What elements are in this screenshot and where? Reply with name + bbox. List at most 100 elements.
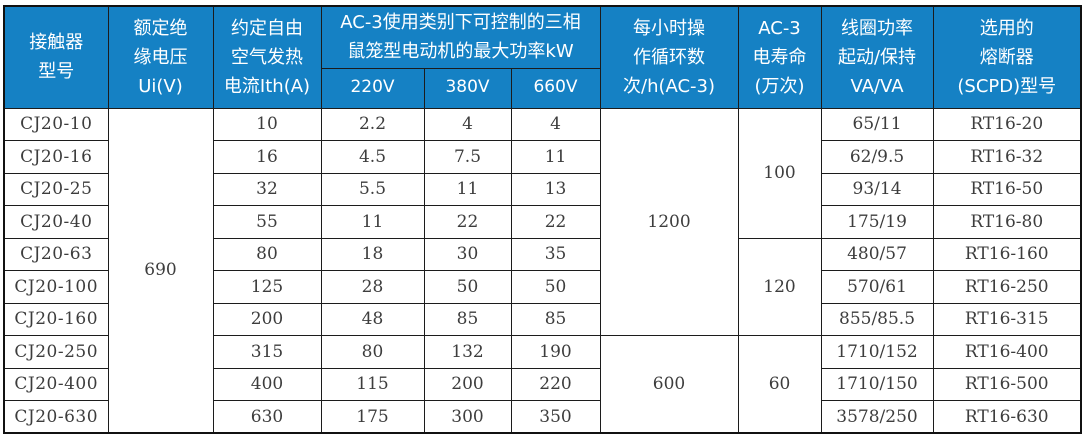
cell-p220: 28: [320, 270, 425, 304]
cell-p660: 22: [510, 205, 601, 239]
cell-ith: 125: [212, 270, 322, 304]
table-row: CJ20-630 630 175 300 350 3578/250 RT16-6…: [3, 400, 1082, 434]
header-row-voltages: 220V 380V 660V: [4, 67, 1081, 109]
cell-p220: 48: [320, 302, 425, 336]
cell-p220: 2.2: [320, 107, 425, 141]
cell-p660: 190: [510, 335, 601, 369]
cell-p220: 4.5: [320, 140, 425, 174]
table-row: CJ20-16 16 4.5 7.5 11 62/9.5 RT16-32: [3, 140, 1082, 174]
cell-model: CJ20-250: [3, 335, 109, 369]
header-thermal-current: 约定自由 空气发热 电流Ith(A): [212, 5, 322, 109]
cell-fuse: RT16-400: [932, 335, 1082, 369]
cell-coil: 3578/250: [820, 400, 934, 434]
cell-p380: 4: [423, 107, 512, 141]
header-380v: 380V: [423, 67, 512, 109]
cell-model: CJ20-63: [3, 237, 109, 271]
cell-ith: 10: [212, 107, 322, 141]
table-body: CJ20-10 690 10 2.2 4 4 1200 100 65/11 RT…: [3, 107, 1082, 434]
contactor-spec-table: 接触器 型号 额定绝 缘电压 Ui(V) 约定自由 空气发热 电流Ith(A) …: [3, 5, 1083, 434]
header-row-main: 接触器 型号 额定绝 缘电压 Ui(V) 约定自由 空气发热 电流Ith(A) …: [3, 5, 1082, 109]
cell-p660: 50: [510, 270, 601, 304]
cell-ith: 200: [212, 302, 322, 336]
cell-ith: 400: [212, 367, 322, 401]
cell-fuse: RT16-160: [932, 237, 1082, 271]
cell-coil: 65/11: [820, 107, 934, 141]
header-coil-power: 线圈功率 起动/保持 VA/VA: [820, 5, 934, 109]
cell-p660: 85: [510, 302, 601, 336]
table-row: CJ20-250 315 80 132 190 600 60 1710/152 …: [3, 335, 1082, 434]
cell-model: CJ20-630: [3, 400, 109, 434]
cell-p220: 80: [320, 335, 425, 369]
cell-coil: 1710/150: [820, 367, 934, 401]
cell-fuse: RT16-630: [932, 400, 1082, 434]
cell-ith: 80: [212, 237, 322, 271]
cell-model: CJ20-25: [3, 172, 109, 206]
table-row: CJ20-63 80 18 30 35 120 480/57 RT16-160: [3, 237, 1082, 336]
cell-p660: 13: [510, 172, 601, 206]
table-row: CJ20-100 125 28 50 50 570/61 RT16-250: [3, 270, 1082, 304]
table-row: CJ20-10 690 10 2.2 4 4 1200 100 65/11 RT…: [3, 107, 1082, 434]
table-row: CJ20-160 200 48 85 85 855/85.5 RT16-315: [3, 302, 1082, 336]
cell-fuse: RT16-250: [932, 270, 1082, 304]
cell-model: CJ20-160: [3, 302, 109, 336]
cell-p380: 85: [423, 302, 512, 336]
cell-life-merged: 100: [737, 107, 822, 239]
cell-p660: 350: [510, 400, 601, 434]
cell-fuse: RT16-20: [932, 107, 1082, 141]
cell-fuse: RT16-500: [932, 367, 1082, 401]
header-660v: 660V: [510, 67, 601, 109]
cell-p220: 11: [320, 205, 425, 239]
cell-model: CJ20-400: [3, 367, 109, 401]
cell-coil: 570/61: [820, 270, 934, 304]
header-cycles-per-hour: 每小时操 作循环数 次/h(AC-3): [599, 5, 739, 109]
header-220v: 220V: [320, 67, 425, 109]
cell-p220: 18: [320, 237, 425, 271]
header-insulation-voltage: 额定绝 缘电压 Ui(V): [107, 5, 214, 109]
cell-model: CJ20-100: [3, 270, 109, 304]
cell-p380: 11: [423, 172, 512, 206]
cell-p380: 50: [423, 270, 512, 304]
cell-model: CJ20-16: [3, 140, 109, 174]
cell-coil: 62/9.5: [820, 140, 934, 174]
cell-life-merged: 120: [737, 237, 822, 336]
cell-coil: 93/14: [820, 172, 934, 206]
cell-fuse: RT16-315: [932, 302, 1082, 336]
table-row: CJ20-400 400 115 200 220 1710/150 RT16-5…: [3, 367, 1082, 401]
cell-fuse: RT16-50: [932, 172, 1082, 206]
cell-p380: 300: [423, 400, 512, 434]
cell-coil: 855/85.5: [820, 302, 934, 336]
cell-fuse: RT16-80: [932, 205, 1082, 239]
header-model: 接触器 型号: [3, 5, 109, 109]
cell-life-merged: 60: [737, 335, 822, 434]
cell-model: CJ20-10: [3, 107, 109, 141]
cell-model: CJ20-40: [3, 205, 109, 239]
table-row: CJ20-25 32 5.5 11 13 93/14 RT16-50: [3, 172, 1082, 206]
table-row: CJ20-40 55 11 22 22 175/19 RT16-80: [3, 205, 1082, 239]
cell-ith: 315: [212, 335, 322, 369]
cell-insulation-voltage-merged: 690: [107, 107, 214, 434]
cell-p220: 5.5: [320, 172, 425, 206]
cell-p220: 115: [320, 367, 425, 401]
cell-ith: 32: [212, 172, 322, 206]
header-fuse-type: 选用的 熔断器 (SCPD)型号: [932, 5, 1082, 109]
cell-coil: 480/57: [820, 237, 934, 271]
cell-p380: 30: [423, 237, 512, 271]
cell-p380: 132: [423, 335, 512, 369]
cell-p660: 11: [510, 140, 601, 174]
cell-ith: 630: [212, 400, 322, 434]
cell-p660: 220: [510, 367, 601, 401]
table-header: 接触器 型号 额定绝 缘电压 Ui(V) 约定自由 空气发热 电流Ith(A) …: [3, 5, 1082, 109]
cell-coil: 175/19: [820, 205, 934, 239]
cell-p660: 35: [510, 237, 601, 271]
cell-cycles-merged: 600: [599, 335, 739, 434]
cell-ith: 55: [212, 205, 322, 239]
header-ac3-max-power: AC-3使用类别下可控制的三相 鼠笼型电动机的最大功率kW: [320, 5, 601, 69]
cell-cycles-merged: 1200: [599, 107, 739, 336]
cell-p380: 22: [423, 205, 512, 239]
cell-p380: 7.5: [423, 140, 512, 174]
cell-p660: 4: [510, 107, 601, 141]
cell-coil: 1710/152: [820, 335, 934, 369]
cell-ith: 16: [212, 140, 322, 174]
cell-fuse: RT16-32: [932, 140, 1082, 174]
